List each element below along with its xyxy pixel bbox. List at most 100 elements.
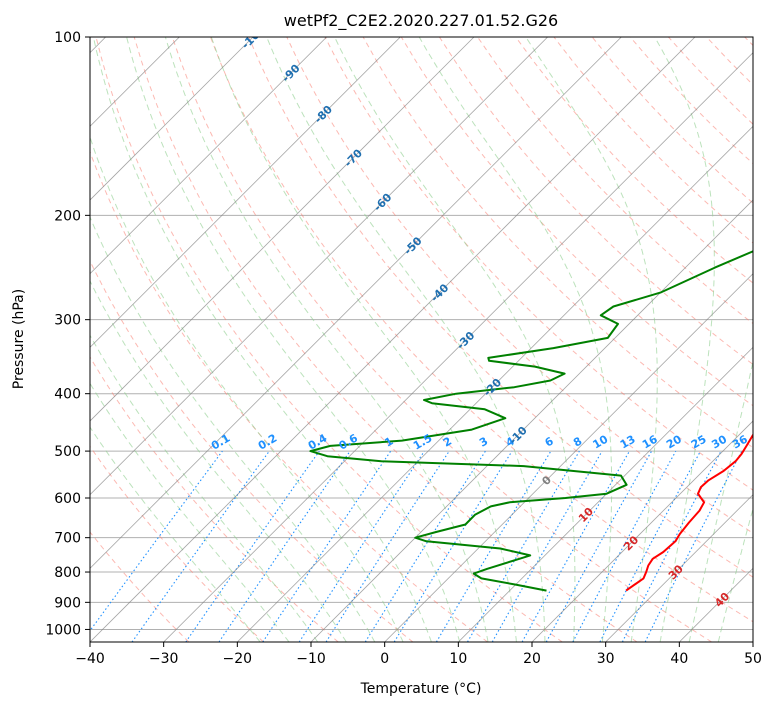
y-tick-label: 800 [54, 565, 81, 581]
isotherm-line [384, 273, 753, 642]
isotherm-line [90, 37, 254, 201]
mixing-ratio-label: 8 [571, 435, 584, 450]
x-tick-label: 20 [523, 651, 541, 667]
isotherm-label: 30 [666, 562, 686, 582]
x-tick-label: 0 [380, 651, 389, 667]
y-tick-label: 100 [54, 30, 81, 46]
line-labels: 0.1 0.2 0.4 0.6 1 1.5 2 3 4 6 8 10 13 16 20 25 30 36-100-… [209, 37, 750, 610]
isotherm-lines [90, 37, 753, 642]
mixing-ratio-line [644, 450, 743, 642]
temperature-profile-line [625, 433, 753, 592]
moist-adiabat-line [266, 37, 546, 642]
isotherm-label: -70 [342, 146, 365, 169]
moist-adiabat-line [164, 37, 489, 642]
mixing-ratio-label: 36 [730, 432, 750, 451]
isotherm-label: -90 [279, 61, 302, 84]
x-axis-label: Temperature (°C) [360, 681, 482, 697]
mixing-ratio-line [131, 450, 270, 642]
mixing-ratio-line [325, 450, 450, 642]
dry-adiabat-line [133, 37, 638, 642]
x-tick-label: 10 [449, 651, 467, 667]
x-tick-label: −20 [223, 651, 253, 667]
dewpoint-profile-line [309, 250, 753, 592]
moist-adiabat-line [418, 37, 613, 642]
moist-adiabat-line [90, 215, 376, 642]
moist-adiabat-line [334, 37, 576, 642]
dry-adiabat-line [668, 37, 753, 125]
y-tick-label: 200 [54, 208, 81, 224]
dry-adiabat-line [90, 445, 264, 642]
mixing-ratio-label: 3 [477, 435, 490, 450]
moist-adiabat-line [654, 37, 715, 642]
y-tick-label: 700 [54, 531, 81, 547]
dry-adiabat-line [210, 37, 753, 623]
dry-adiabat-line [90, 356, 339, 642]
isotherm-line [163, 52, 753, 642]
mixing-ratio-label: 20 [664, 432, 684, 451]
mixing-ratio-label: 25 [689, 433, 709, 452]
adiabat-lines [90, 37, 753, 642]
moist-adiabat-line [90, 382, 290, 642]
moist-adiabat-line [90, 135, 404, 642]
mixing-ratio-label: 6 [543, 434, 556, 449]
dry-adiabat-line [515, 37, 753, 284]
isotherm-line [90, 37, 548, 496]
y-axis-label: Pressure (hPa) [11, 289, 27, 389]
isotherm-line [237, 125, 753, 642]
mixing-ratio-line [298, 450, 425, 642]
dry-adiabat-line [744, 37, 753, 47]
y-tick-label: 400 [54, 387, 81, 403]
moist-adiabat-line [525, 37, 658, 642]
mixing-ratio-line [435, 450, 552, 642]
isotherm-line [310, 199, 753, 642]
isotherm-label: -20 [481, 376, 504, 399]
isotherm-line [531, 420, 753, 642]
y-axis-ticks: 1000 900 800 700 600 500 400 300 200 100 [45, 30, 90, 638]
isotherm-label: 0 [539, 473, 554, 488]
isotherm-label: -30 [454, 329, 477, 352]
moist-adiabat-line [90, 334, 319, 642]
isotherm-label: -40 [428, 281, 451, 304]
moist-adiabat-line [210, 37, 517, 642]
dry-adiabat-line [95, 37, 563, 642]
isotherm-line [679, 567, 753, 642]
isotherm-line [752, 641, 753, 642]
mixing-ratio-line [393, 450, 513, 642]
isotherm-line [90, 37, 401, 348]
data-series [309, 250, 753, 592]
dry-adiabat-line [438, 37, 753, 366]
plot-frame [89, 36, 754, 643]
isotherm-label: -60 [371, 191, 394, 214]
x-tick-label: −40 [75, 651, 105, 667]
dry-adiabat-line [400, 37, 753, 407]
x-tick-label: 50 [744, 651, 762, 667]
mixing-ratio-line [599, 450, 701, 642]
dry-adiabat-line [171, 37, 712, 642]
y-tick-label: 1000 [45, 622, 81, 638]
moist-adiabat-line [126, 37, 461, 642]
x-tick-label: −30 [149, 651, 179, 667]
mixing-ratio-label: 10 [590, 432, 610, 451]
y-tick-label: 600 [54, 491, 81, 507]
dry-adiabat-line [477, 37, 753, 325]
dry-adiabat-line [90, 531, 190, 642]
isotherm-line [605, 494, 753, 642]
isotherm-label: 10 [576, 505, 596, 525]
moist-adiabat-line [717, 506, 753, 642]
mixing-ratio-line [262, 450, 392, 642]
x-axis-ticks: −40 −30 −20 −10 0 10 20 30 40 50 [75, 642, 762, 667]
moist-adiabat-line [90, 426, 261, 642]
gridlines [90, 37, 753, 630]
x-tick-label: 40 [670, 651, 688, 667]
mixing-ratio-line [545, 450, 653, 642]
isotherm-line [458, 346, 753, 642]
mixing-ratio-line [90, 450, 223, 632]
dry-adiabat-line [591, 37, 753, 204]
isotherm-line [90, 37, 327, 275]
isotherm-label: -50 [401, 234, 424, 257]
mixing-ratio-label: 1.5 [411, 432, 434, 453]
isotherm-line [90, 37, 622, 569]
dry-adiabat-line [90, 259, 414, 642]
mixing-ratio-label: 0.1 [209, 432, 232, 453]
